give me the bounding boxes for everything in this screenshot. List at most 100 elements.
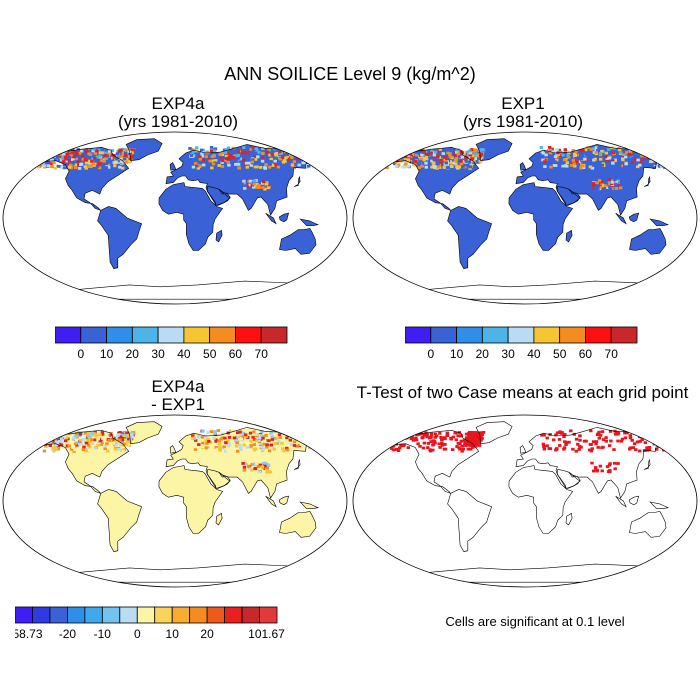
grid-cell xyxy=(408,148,413,152)
grid-cell xyxy=(449,155,453,159)
grid-cell xyxy=(267,147,271,151)
grid-cell xyxy=(636,158,640,162)
grid-cell xyxy=(215,447,219,451)
grid-cell xyxy=(122,435,126,439)
grid-cell xyxy=(476,160,481,164)
grid-cell xyxy=(436,154,440,158)
grid-cell xyxy=(607,180,612,183)
grid-cell xyxy=(577,448,581,451)
grid-cell xyxy=(597,430,601,434)
grid-cell xyxy=(87,152,91,156)
grid-cell xyxy=(652,166,656,169)
grid-cell xyxy=(552,164,557,167)
grid-cell xyxy=(393,440,398,444)
grid-cell xyxy=(624,162,628,166)
grid-cell xyxy=(209,449,214,453)
grid-cell xyxy=(425,435,429,439)
grid-cell xyxy=(594,440,599,443)
coastline-madagascar xyxy=(565,512,573,526)
grid-cell xyxy=(222,148,227,152)
grid-cell xyxy=(659,155,663,159)
grid-cell xyxy=(612,181,616,185)
grid-cell xyxy=(101,437,105,440)
grid-cell xyxy=(466,447,470,451)
grid-cell xyxy=(414,153,419,157)
grid-cell xyxy=(400,148,405,152)
grid-cell xyxy=(125,149,129,152)
coastline-antarctica xyxy=(395,563,655,583)
grid-cell xyxy=(242,468,247,472)
grid-cell xyxy=(469,434,473,438)
grid-cell xyxy=(619,439,624,443)
grid-cell xyxy=(78,151,82,155)
grid-cell xyxy=(460,449,464,453)
grid-cell xyxy=(261,446,266,450)
grid-cell xyxy=(628,436,633,440)
grid-cell xyxy=(207,448,212,452)
grid-cell xyxy=(198,155,202,159)
map-border xyxy=(2,131,348,305)
coastline-eurasia xyxy=(515,427,666,499)
coastline-indonesia-borneo xyxy=(278,212,290,223)
panel-title-exp4a-line1: EXP4a xyxy=(151,94,205,113)
grid-cell xyxy=(224,154,229,158)
panel-title-exp1: EXP1 (yrs 1981-2010) xyxy=(363,95,683,131)
grid-cell xyxy=(630,439,634,442)
grid-cell xyxy=(42,164,46,168)
colorbar-label: 30 xyxy=(501,347,515,361)
grid-cell xyxy=(115,152,120,156)
grid-cell xyxy=(272,447,276,451)
grid-cell xyxy=(464,432,469,436)
colorbar-exp1: 0 10 20 30 40 50 60 70 xyxy=(405,326,638,361)
grid-cell xyxy=(546,149,551,153)
colorbar-label: 20 xyxy=(476,347,490,361)
grid-cell xyxy=(273,437,278,441)
coastline-australia xyxy=(629,228,667,255)
grid-cell xyxy=(123,438,128,441)
grid-cell xyxy=(460,444,464,448)
grid-cell xyxy=(115,157,119,161)
colorbar-box xyxy=(610,326,638,344)
grid-cell xyxy=(92,148,97,151)
grid-cell xyxy=(601,155,605,159)
grid-cell xyxy=(122,153,126,156)
grid-cell xyxy=(439,162,443,165)
grid-cell xyxy=(240,438,245,442)
grid-cell xyxy=(50,165,54,168)
colorbar-box xyxy=(84,606,103,624)
grid-cell xyxy=(45,156,49,160)
grid-cell xyxy=(285,448,290,452)
grid-cell xyxy=(643,441,648,445)
grid-cell xyxy=(575,153,579,157)
grid-cell xyxy=(647,448,651,452)
grid-cell xyxy=(64,158,68,162)
grid-cell xyxy=(555,158,559,162)
significance-footnote: Cells are significant at 0.1 level xyxy=(445,614,625,629)
grid-cell xyxy=(477,444,482,447)
grid-cell xyxy=(547,447,551,450)
grid-cell xyxy=(118,438,122,442)
land-arabia xyxy=(557,469,581,489)
grid-cell xyxy=(94,434,99,438)
grid-cell xyxy=(113,447,118,451)
grid-cell xyxy=(623,431,627,435)
grid-cell xyxy=(289,147,293,151)
grid-cell xyxy=(453,160,458,163)
grid-cell xyxy=(265,443,269,447)
grid-cell xyxy=(199,444,203,447)
land-antarctica xyxy=(396,564,654,583)
colorbar-box xyxy=(67,606,86,624)
grid-cell xyxy=(645,429,649,433)
grid-cell xyxy=(91,149,95,153)
coastline-antarctica xyxy=(45,280,305,300)
grid-cell xyxy=(125,440,130,444)
grid-cell xyxy=(455,445,459,448)
grid-cell xyxy=(443,156,447,159)
grid-cell xyxy=(455,150,459,154)
grid-cell xyxy=(64,436,69,440)
grid-cell xyxy=(218,445,222,448)
grid-cell xyxy=(113,164,117,168)
grid-cell xyxy=(315,161,320,165)
grid-cell xyxy=(220,446,224,450)
grid-cell xyxy=(440,159,444,162)
